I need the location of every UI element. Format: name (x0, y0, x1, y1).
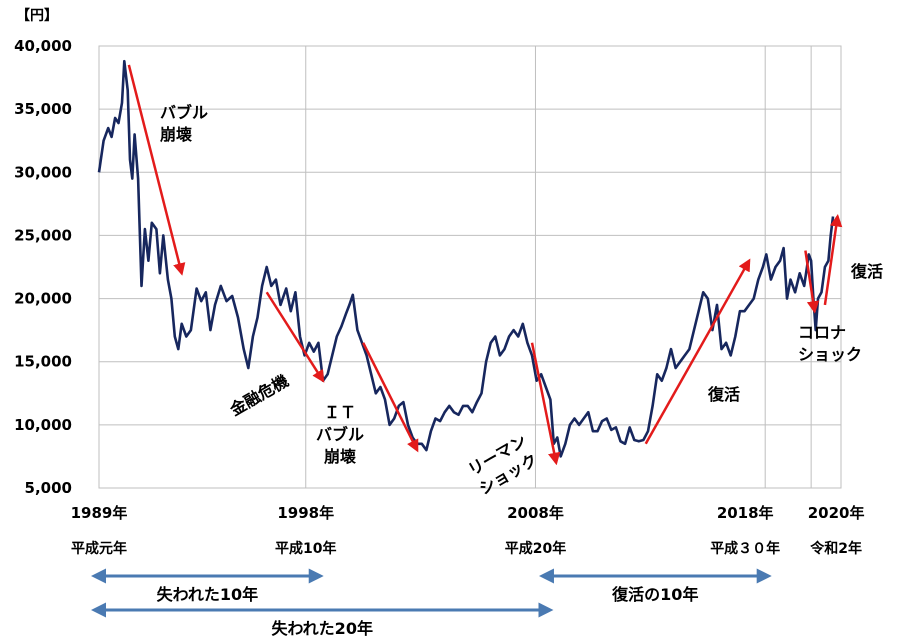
event-arrow (644, 258, 751, 445)
era-label: 平成10年 (275, 540, 336, 557)
event-arrow (127, 64, 186, 276)
y-tick-label: 10,000 (14, 416, 72, 434)
plot-area (98, 45, 842, 489)
event-arrow (362, 342, 419, 453)
y-tick-label: 35,000 (14, 100, 72, 118)
era-label: 平成元年 (71, 540, 127, 557)
y-tick-label: 40,000 (14, 37, 72, 55)
x-tick-label: 1989年 (71, 504, 128, 522)
event-arrow (265, 291, 325, 383)
x-tick-label: 1998年 (277, 504, 334, 522)
period-label: 失われた20年 (271, 619, 372, 638)
event-label: 金融危機 (226, 371, 292, 420)
event-arrow (804, 250, 820, 314)
period-label: 失われた10年 (157, 585, 258, 604)
y-tick-label: 5,000 (25, 479, 72, 497)
event-label: 復活 (707, 385, 740, 404)
event-label-line: ショック (798, 345, 862, 364)
event-label-line: 復活 (707, 385, 740, 404)
event-label-line: 崩壊 (324, 447, 357, 466)
x-tick-label: 2018年 (717, 504, 774, 522)
event-label-line: 金融危機 (226, 371, 292, 420)
event-label: 復活 (850, 262, 883, 281)
period-label: 復活の10年 (611, 585, 698, 604)
era-label: 平成３０年 (710, 540, 780, 557)
event-label-line: 崩壊 (160, 125, 193, 144)
event-label-line: ＩＴ (324, 403, 356, 422)
event-label-line: 復活 (850, 262, 883, 281)
gridlines (99, 45, 841, 489)
era-label: 平成20年 (505, 540, 566, 557)
price-line-series (97, 59, 835, 458)
x-tick-label: 2008年 (507, 504, 564, 522)
y-tick-label: 30,000 (14, 163, 72, 181)
event-label-line: バブル (316, 425, 364, 444)
event-label-line: コロナ (798, 323, 846, 342)
era-label: 令和2年 (809, 540, 862, 557)
y-tick-label: 20,000 (14, 290, 72, 308)
y-tick-label: 25,000 (14, 226, 72, 244)
y-axis-unit: 【円】 (16, 8, 58, 24)
event-label-line: バブル (160, 103, 208, 122)
event-arrow (530, 342, 561, 466)
event-arrow (823, 214, 843, 306)
x-tick-label: 2020年 (808, 504, 865, 522)
y-tick-label: 15,000 (14, 353, 72, 371)
y-axis-ticks: 40,000 35,000 30,000 25,000 20,000 15,000 10,0… (14, 37, 72, 497)
